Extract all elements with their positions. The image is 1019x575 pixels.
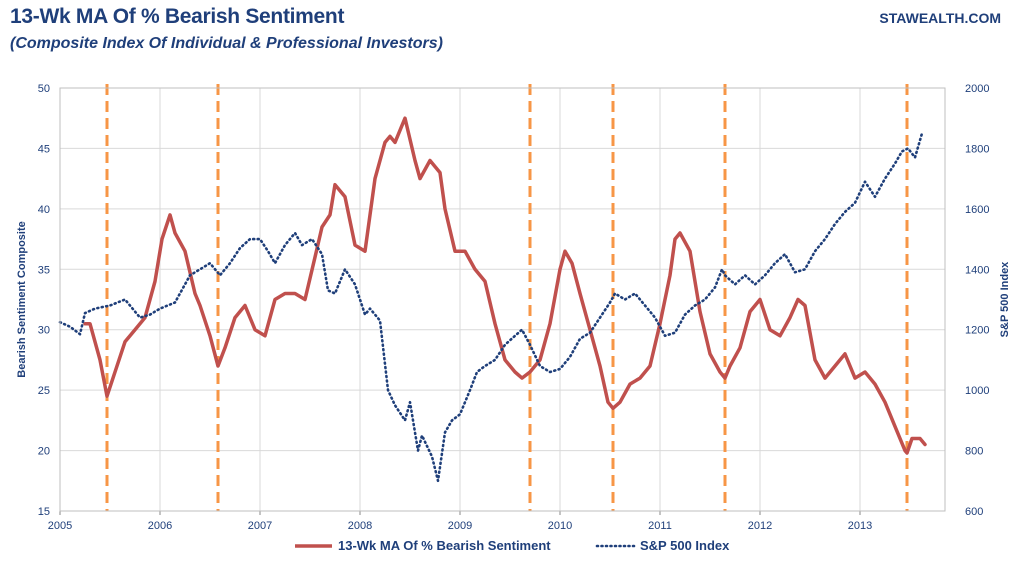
y-axis-title: Bearish Sentiment Composite	[16, 221, 28, 377]
x-tick-label: 2011	[648, 520, 672, 532]
x-tick-label: 2006	[148, 520, 172, 532]
axes: 15 20 25 30 35 40 45 50 600 800 1000 1200 1400 1600 18…	[16, 83, 1011, 532]
y-tick-label: 20	[38, 446, 50, 458]
y2-tick-label: 1800	[965, 143, 989, 155]
y-tick-label: 15	[38, 506, 50, 518]
y2-tick-label: 2000	[965, 83, 989, 95]
x-tick-label: 2008	[348, 520, 372, 532]
y2-tick-label: 1200	[965, 325, 989, 337]
x-tick-label: 2013	[848, 520, 872, 532]
y2-axis-title: S&P 500 Index	[999, 261, 1011, 337]
y-tick-label: 45	[38, 143, 50, 155]
chart-subtitle: (Composite Index Of Individual & Profess…	[10, 35, 443, 52]
x-tick-label: 2007	[248, 520, 272, 532]
x-tick-label: 2009	[448, 520, 472, 532]
legend-label-sentiment: 13-Wk MA Of % Bearish Sentiment	[338, 538, 551, 553]
y2-tick-label: 1400	[965, 264, 989, 276]
x-tick-label: 2010	[548, 520, 572, 532]
sentiment-series-line	[83, 116, 927, 455]
series-layer	[58, 116, 927, 483]
y-tick-label: 30	[38, 325, 50, 337]
legend-label-sp500: S&P 500 Index	[640, 538, 730, 553]
y-tick-label: 50	[38, 83, 50, 95]
y2-tick-label: 800	[965, 446, 983, 458]
legend: 13-Wk MA Of % Bearish Sentiment S&P 500 I…	[295, 538, 730, 553]
y2-tick-label: 1600	[965, 204, 989, 216]
y2-tick-label: 1000	[965, 385, 989, 397]
x-tick-label: 2005	[48, 520, 72, 532]
plot-border	[59, 87, 946, 512]
sp500-series-line	[58, 132, 924, 483]
chart-title: 13-Wk MA Of % Bearish Sentiment	[10, 5, 345, 28]
y-tick-label: 35	[38, 264, 50, 276]
x-tick-label: 2012	[748, 520, 772, 532]
y-tick-label: 40	[38, 204, 50, 216]
y-tick-label: 25	[38, 385, 50, 397]
grid-lines	[59, 87, 945, 512]
y2-tick-label: 600	[965, 506, 983, 518]
source-label: STAWEALTH.COM	[879, 10, 1001, 26]
